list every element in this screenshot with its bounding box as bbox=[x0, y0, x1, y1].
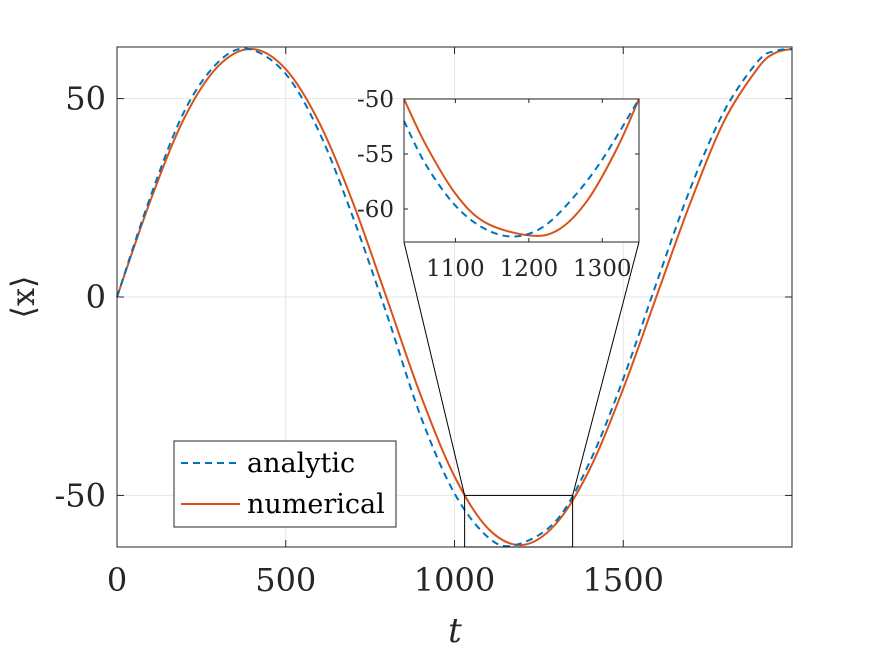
inset-y-tick-label: -60 bbox=[357, 197, 394, 223]
inset-plot-frame bbox=[403, 98, 640, 243]
x-tick-label: 500 bbox=[255, 561, 316, 599]
series-line-analytic bbox=[116, 47, 793, 548]
legend: analytic numerical bbox=[173, 440, 397, 528]
main-series bbox=[116, 47, 793, 548]
inset-x-tick-label: 1300 bbox=[573, 256, 632, 282]
legend-label-numerical: numerical bbox=[247, 489, 385, 520]
x-tick-label: 1000 bbox=[414, 561, 495, 599]
zoom-region-box bbox=[464, 494, 574, 548]
y-axis-label: ⟨x⟩ bbox=[4, 275, 42, 318]
inset-y-tick-label: -50 bbox=[357, 87, 394, 113]
inset-x-tick-label: 1200 bbox=[500, 256, 559, 282]
inset-y-tick-label: -55 bbox=[357, 142, 394, 168]
inset-background bbox=[404, 99, 639, 242]
zoom-connector-right bbox=[572, 241, 640, 496]
series-line-numerical bbox=[116, 47, 793, 547]
zoom-indicator bbox=[403, 241, 640, 548]
x-tick-label: 1500 bbox=[583, 561, 664, 599]
legend-box bbox=[173, 440, 397, 528]
inset-series-line-numerical bbox=[403, 98, 640, 237]
inset-ticks: 1100 1200 1300 -50 -55 -60 bbox=[357, 87, 639, 282]
y-tick-label: 0 bbox=[86, 278, 106, 316]
inset-plot: 1100 1200 1300 -50 -55 -60 bbox=[357, 87, 640, 282]
inset-series bbox=[403, 98, 640, 238]
x-axis-label: t bbox=[448, 611, 462, 651]
y-tick-label: 50 bbox=[65, 80, 106, 118]
y-tick-label: -50 bbox=[54, 476, 106, 514]
inset-x-tick-label: 1100 bbox=[426, 256, 485, 282]
legend-label-analytic: analytic bbox=[247, 448, 355, 479]
main-ticks: 0 500 1000 1500 -50 0 50 bbox=[54, 47, 792, 599]
inset-series-line-analytic bbox=[403, 98, 640, 238]
zoom-connector-left bbox=[403, 241, 466, 496]
x-tick-label: 0 bbox=[107, 561, 127, 599]
